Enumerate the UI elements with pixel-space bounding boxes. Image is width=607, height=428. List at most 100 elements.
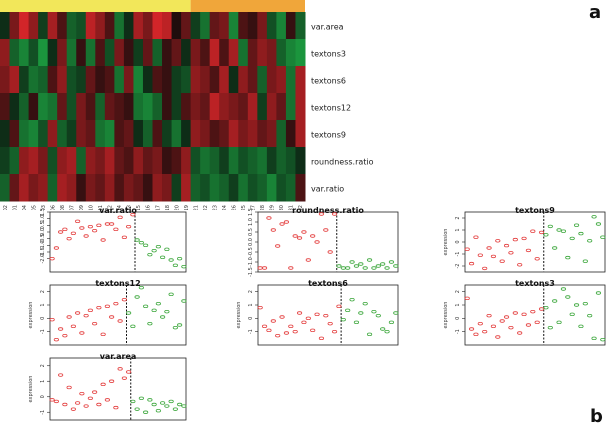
- heatmap-cell: [200, 120, 211, 148]
- scatter-point: [147, 398, 153, 402]
- scatter-point: [75, 311, 81, 315]
- heatmap-cell: [133, 147, 144, 175]
- scatter-point: [547, 325, 553, 330]
- scatter-point: [113, 405, 119, 410]
- heatmap-cell: [0, 66, 11, 94]
- heatmap-cell: [247, 120, 258, 148]
- scatter-point: [512, 237, 518, 242]
- heatmap-cell: [95, 39, 106, 67]
- heatmap-cell: [95, 147, 106, 175]
- heatmap-cell: [228, 12, 239, 40]
- heatmap-cell: [28, 174, 39, 202]
- scatter-point: [547, 224, 553, 229]
- heatmap-cell: [190, 120, 201, 148]
- heatmap-cell: [114, 147, 125, 175]
- heatmap-cell: [66, 174, 77, 202]
- heatmap-cell: [285, 66, 296, 94]
- scatter-point: [578, 324, 584, 329]
- heatmap-col-label: 1019: [184, 205, 190, 210]
- scatter-point: [552, 246, 558, 250]
- scatter-point: [134, 407, 140, 411]
- scatter-point: [305, 258, 311, 262]
- heatmap-cell: [104, 12, 115, 40]
- panel-letter-b: b: [590, 406, 603, 427]
- scatter-panel-var.ratio: var.ratio -2.0-1.5-1.0-0.50.00.51.01.5: [40, 206, 187, 273]
- heatmap-cell: [133, 93, 144, 121]
- heatmap-cell: [66, 12, 77, 40]
- scatter-point: [358, 311, 364, 315]
- heatmap-cell: [285, 174, 296, 202]
- heatmap-col-label: 1007: [69, 205, 75, 210]
- y-tick-label: -1: [455, 329, 461, 334]
- scatter-point: [109, 315, 115, 319]
- heatmap-cell: [104, 93, 115, 121]
- scatter-point: [266, 216, 272, 220]
- heatmap-cell: [295, 147, 306, 175]
- heatmap-cell: [238, 12, 249, 40]
- heatmap-cell: [200, 39, 211, 67]
- scatter-point: [538, 307, 545, 311]
- scatter-point: [70, 231, 76, 236]
- y-tick-label: 1: [248, 303, 254, 306]
- heatmap-cell: [257, 174, 268, 202]
- heatmap-cell: [76, 120, 87, 148]
- heatmap-cell: [95, 12, 106, 40]
- heatmap-cell: [276, 93, 287, 121]
- scatter-point: [58, 373, 64, 377]
- heatmap-cell: [28, 39, 39, 67]
- heatmap-cell: [85, 147, 96, 175]
- scatter-point: [283, 331, 290, 335]
- scatter-point: [517, 331, 523, 335]
- heatmap-cell: [228, 174, 239, 202]
- scatter-point: [151, 402, 157, 407]
- heatmap-cell: [104, 147, 115, 175]
- scatter-point: [582, 301, 588, 306]
- scatter-point: [388, 260, 395, 264]
- scatter-point: [473, 235, 479, 239]
- heatmap-cell: [38, 120, 49, 148]
- y-tick-label: 0.0: [40, 228, 46, 236]
- heatmap-cell: [238, 147, 249, 175]
- scatter-point: [301, 230, 307, 234]
- scatter-point: [560, 287, 567, 291]
- scatter-point: [283, 220, 290, 224]
- group-bar-1: [190, 0, 305, 12]
- scatter-panel-textons9: textons9 -2 -1 0 1 2 expression: [443, 206, 606, 273]
- scatter-point: [508, 325, 514, 330]
- heatmap-cell: [28, 93, 39, 121]
- scatter-point: [318, 336, 325, 341]
- scatter-point: [384, 266, 390, 270]
- scatter-point: [117, 367, 123, 371]
- scatter-point: [600, 235, 606, 239]
- scatter-point: [353, 320, 360, 325]
- heatmap-cell: [200, 174, 211, 202]
- heatmap-cell: [95, 174, 106, 202]
- scatter-point: [79, 226, 85, 230]
- scatter-point: [270, 319, 276, 323]
- scatter-point: [595, 222, 602, 226]
- y-tick-label: 1: [40, 380, 46, 383]
- scatter-point: [349, 260, 355, 264]
- scatter-point: [296, 236, 303, 240]
- scatter-point: [130, 212, 136, 217]
- scatter-point: [477, 321, 483, 326]
- scatter-point: [482, 329, 488, 334]
- scatter-point: [155, 301, 161, 306]
- scatter-point: [121, 376, 127, 380]
- scatter-point: [530, 309, 536, 314]
- heatmap-cell: [0, 93, 11, 121]
- heatmap-cell: [38, 147, 49, 175]
- scatter-point: [473, 332, 479, 337]
- heatmap-cell: [162, 12, 173, 40]
- scatter-point: [160, 255, 166, 260]
- scatter-point: [155, 244, 161, 249]
- heatmap-cell: [66, 66, 77, 94]
- heatmap-cell: [285, 12, 296, 40]
- y-tick-label: 1: [40, 303, 46, 306]
- scatter-point: [92, 321, 98, 326]
- heatmap-cell: [0, 12, 11, 40]
- heatmap-cell: [200, 93, 211, 121]
- scatter-point: [75, 401, 81, 405]
- heatmap-cell: [95, 93, 106, 121]
- heatmap-cell: [57, 66, 68, 94]
